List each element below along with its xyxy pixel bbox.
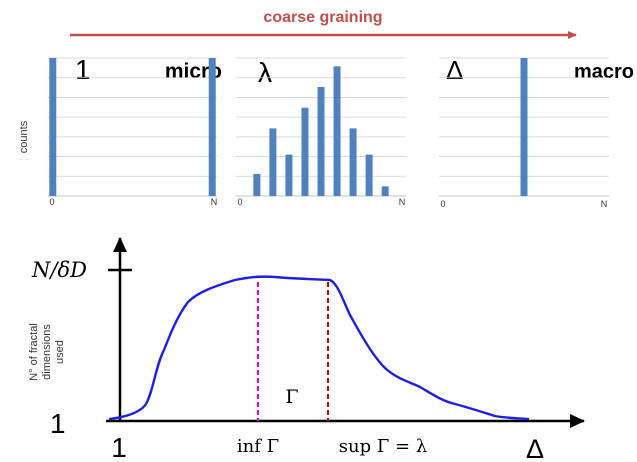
panel-delta: Δ macro 0 N: [439, 55, 634, 209]
panel-delta-top-right-label: macro: [574, 61, 634, 83]
histogram-bar: [301, 107, 309, 196]
panel-micro-bars: [49, 58, 216, 196]
histogram-bar: [520, 58, 528, 196]
y-axis-label-line-1: N° of fractal: [28, 323, 40, 381]
x-inf-label: inf Γ: [237, 436, 279, 457]
coarse-graining-label: coarse graining: [263, 9, 382, 26]
panel-micro-top-left-label: 1: [75, 54, 91, 85]
panel-lambda-top-left-label: λ: [258, 57, 272, 88]
panel-micro: 1 micro counts 0 N: [18, 54, 222, 207]
x-right-label: Δ: [526, 434, 544, 462]
histogram-bar: [269, 128, 277, 196]
histogram-bar: [49, 58, 57, 196]
histogram-bar: [365, 154, 373, 196]
panel-micro-top-right-label: micro: [165, 60, 222, 83]
gamma-region-label: Γ: [285, 386, 298, 408]
histogram-bar: [317, 86, 325, 196]
y-top-label: N/δD: [31, 258, 87, 282]
panel-lambda: λ 0 N: [236, 57, 406, 207]
panel-delta-x-tick-0: 0: [440, 199, 445, 209]
histogram-bar: [349, 128, 357, 196]
panel-micro-x-tick-0: 0: [49, 197, 54, 207]
histogram-bar: [253, 173, 261, 196]
panel-lambda-x-tick-n: N: [399, 197, 406, 207]
panel-micro-grid: [48, 57, 217, 197]
y-axis-label-line-3: used: [54, 340, 66, 364]
y-axis-label-line-2: dimensions: [41, 324, 53, 380]
x-left-label: 1: [111, 432, 127, 462]
panel-delta-bars: [520, 58, 528, 196]
y-bottom-label: 1: [50, 408, 66, 439]
histogram-bar: [333, 66, 341, 196]
panel-lambda-x-tick-0: 0: [237, 197, 242, 207]
panel-delta-top-left-label: Δ: [446, 55, 463, 85]
panel-lambda-bars: [253, 66, 389, 196]
panel-micro-y-axis-label: counts: [18, 120, 30, 153]
bottom-plot: N/δD N° of fractal dimensions used 1 Γ 1…: [28, 237, 585, 462]
panel-delta-x-tick-n: N: [601, 199, 608, 209]
histogram-bar: [381, 186, 389, 196]
x-sup-label: sup Γ = λ: [339, 436, 428, 457]
fractal-dimensions-curve: [108, 275, 530, 421]
histogram-bar: [285, 154, 293, 196]
histogram-bar: [208, 58, 216, 196]
coarse-graining-arrow: coarse graining: [70, 9, 577, 39]
panel-micro-x-tick-n: N: [211, 197, 218, 207]
